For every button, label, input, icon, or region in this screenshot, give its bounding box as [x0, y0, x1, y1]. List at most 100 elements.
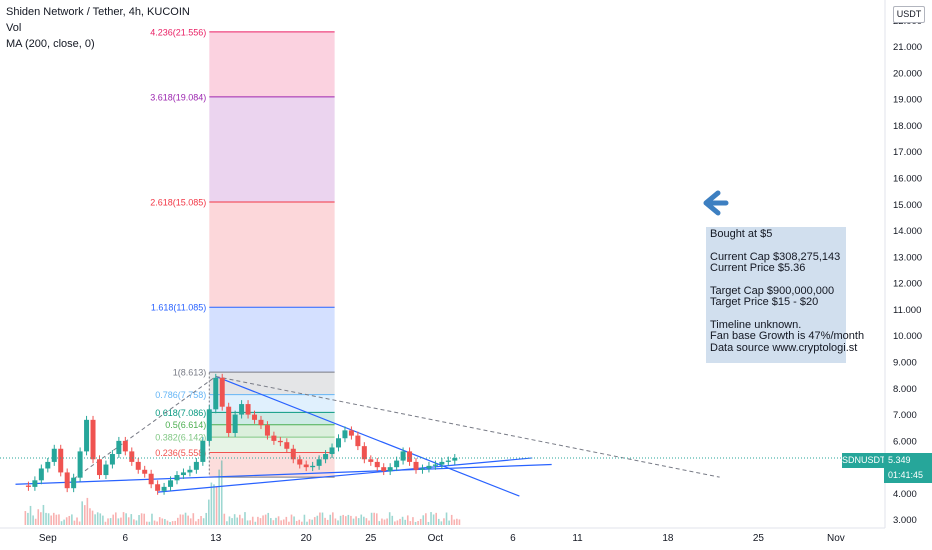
volume-bar	[368, 520, 370, 525]
candle-body	[180, 472, 186, 476]
volume-indicator-label[interactable]: Vol	[6, 22, 22, 34]
candle-body	[38, 468, 44, 481]
volume-bar	[220, 460, 223, 525]
volume-bar	[267, 512, 270, 525]
arrow-icon	[703, 190, 729, 216]
volume-bar	[437, 518, 440, 525]
candle-body	[258, 419, 264, 426]
candle-body	[374, 461, 380, 468]
candle-body	[310, 465, 316, 468]
volume-bar	[63, 519, 65, 525]
volume-bar	[270, 518, 272, 525]
volume-bar	[357, 518, 360, 525]
volume-bar	[458, 519, 461, 525]
volume-bar	[148, 521, 151, 525]
trendline-support	[15, 463, 552, 485]
fib-level-label: 0.786(7.758)	[155, 390, 206, 400]
candle-body	[245, 404, 251, 415]
volume-bar	[342, 514, 344, 525]
candle-body	[51, 448, 57, 462]
volume-bar	[414, 521, 417, 525]
volume-bar	[156, 521, 158, 525]
volume-bar	[96, 512, 99, 525]
volume-bar	[277, 516, 280, 525]
volume-bar	[189, 518, 192, 525]
volume-bar	[363, 516, 365, 525]
volume-bar	[161, 518, 164, 525]
volume-bar	[311, 519, 313, 525]
y-tick-label: 15.000	[893, 200, 922, 211]
fib-level-label: 4.236(21.556)	[150, 27, 206, 37]
candle-body	[342, 430, 348, 439]
volume-bar	[370, 512, 373, 525]
volume-bar	[365, 518, 368, 525]
volume-bar	[145, 521, 148, 525]
volume-bar	[226, 521, 228, 525]
volume-bar	[419, 518, 422, 525]
candle-body	[226, 406, 232, 433]
candle-body	[122, 440, 128, 452]
ma-indicator-label[interactable]: MA (200, close, 0)	[6, 38, 95, 50]
note-line: Target Price $15 - $20	[710, 296, 819, 308]
currency-label[interactable]: USDT	[893, 6, 925, 23]
volume-bar	[396, 520, 399, 525]
volume-bar	[179, 514, 182, 525]
y-tick-label: 3.000	[893, 515, 917, 526]
volume-bar	[448, 520, 450, 525]
volume-bar	[29, 505, 32, 525]
trendline-descending	[215, 375, 520, 497]
volume-bar	[282, 519, 285, 525]
volume-bar	[47, 513, 50, 525]
y-tick-label: 10.000	[893, 331, 922, 342]
candle-body	[355, 435, 361, 447]
trendline-dashed	[215, 375, 720, 478]
candle-body	[419, 468, 425, 470]
volume-bar	[89, 508, 91, 525]
volume-bar	[360, 514, 363, 525]
volume-bar	[332, 512, 334, 525]
candle-body	[452, 457, 458, 461]
note-line: Target Cap $900,000,000	[710, 284, 835, 297]
candle-body	[193, 461, 199, 470]
y-tick-label: 9.000	[893, 358, 917, 369]
volume-bar	[40, 512, 42, 525]
y-tick-label: 6.000	[893, 436, 917, 447]
note-gap	[710, 241, 846, 252]
candles	[25, 373, 458, 495]
x-tick-label: 20	[301, 533, 313, 544]
volume-bar	[153, 520, 156, 525]
fib-level-label: 2.618(15.085)	[150, 198, 206, 208]
volume-bar	[435, 512, 437, 525]
candle-body	[116, 440, 122, 455]
candle-body	[77, 451, 83, 478]
volume-bar	[231, 518, 233, 525]
volume-bar	[264, 514, 267, 525]
volume-bar	[430, 512, 432, 525]
x-tick-label: Sep	[39, 533, 57, 544]
volume-bar	[443, 518, 445, 525]
candle-body	[361, 446, 367, 460]
note-line: Fan base Growth is 47%/month	[710, 330, 865, 342]
volume-bar	[197, 518, 200, 525]
price-tag: 5.349	[884, 453, 932, 468]
volume-bar	[259, 518, 262, 525]
volume-bar	[303, 514, 306, 525]
volume-bar	[32, 515, 34, 525]
symbol-tag: SDNUSDT	[842, 453, 886, 468]
note-line: Current Cap $308,275,143	[710, 250, 841, 263]
volume-bar	[112, 514, 115, 525]
fib-level-label: 3.618(19.084)	[150, 92, 206, 102]
volume-bar	[210, 482, 213, 525]
volume-bar	[169, 521, 171, 525]
candle-body	[129, 451, 135, 462]
volume-bar	[337, 520, 339, 525]
candle-body	[387, 467, 393, 472]
candle-body	[303, 464, 309, 468]
volume-bar	[192, 513, 195, 525]
volume-bar	[394, 521, 396, 525]
volume-bar	[52, 512, 55, 525]
volume-bar	[306, 521, 308, 525]
candle-body	[368, 459, 374, 462]
volume-bar	[86, 497, 89, 525]
volume-bar	[275, 517, 277, 525]
